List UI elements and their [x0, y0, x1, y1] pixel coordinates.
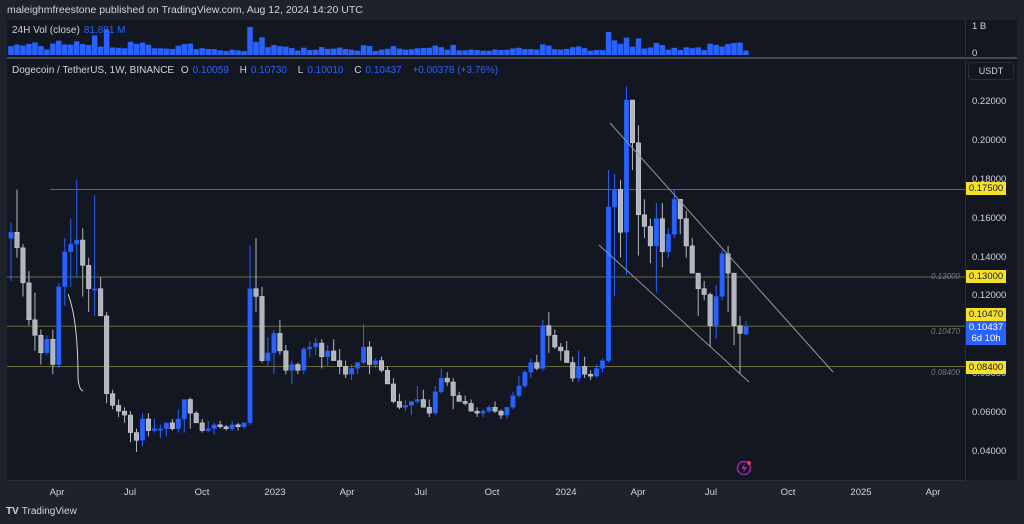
time-axis[interactable] — [7, 480, 965, 501]
level-label-01047: 0.10470 — [931, 327, 960, 336]
symbol-title[interactable]: Dogecoin / TetherUS, 1W, BINANCE — [12, 65, 175, 76]
publish-info: maleighmfreestone published on TradingVi… — [7, 4, 363, 16]
last-price-tag: 0.10437 6d 10h — [966, 321, 1006, 345]
time-tick: Apr — [630, 487, 646, 498]
time-tick: Jul — [123, 487, 137, 498]
currency-button[interactable]: USDT — [968, 62, 1014, 80]
time-tick: Jul — [414, 487, 428, 498]
time-tick: Apr — [339, 487, 355, 498]
time-tick: Oct — [194, 487, 210, 498]
symbol-legend[interactable]: Dogecoin / TetherUS, 1W, BINANCE O 0.1005… — [12, 65, 499, 76]
price-axis[interactable] — [965, 20, 1018, 480]
lightning-alert-icon — [736, 460, 752, 476]
price-tick: 0.22000 — [972, 96, 1007, 107]
time-tick: 2024 — [555, 487, 577, 498]
price-tick: 0.16000 — [972, 212, 1007, 224]
price-change: +0.00378 (+3.76%) — [412, 65, 499, 76]
level-tag-0084: 0.08400 — [966, 361, 1006, 374]
price-tick: 0.20000 — [972, 134, 1007, 146]
price-tick: 0.06000 — [972, 407, 1007, 419]
time-tick: 2023 — [264, 487, 286, 498]
level-label-013: 0.13000 — [931, 272, 960, 281]
time-tick: Jul — [704, 487, 718, 498]
price-tick: 0.12000 — [972, 290, 1007, 302]
level-tag-013: 0.13000 — [966, 270, 1006, 283]
price-tick: 0.04000 — [972, 446, 1007, 457]
tradingview-logo-icon: TV — [6, 506, 19, 517]
time-tick: Oct — [484, 487, 500, 498]
volume-axis-zero: 0 — [972, 48, 978, 59]
time-tick: Apr — [49, 487, 65, 498]
level-label-0084: 0.08400 — [931, 368, 960, 377]
time-tick: 2025 — [850, 487, 872, 498]
level-tag-01047: 0.10470 — [966, 308, 1006, 321]
volume-legend: 24H Vol (close) 81.881 M — [12, 25, 126, 36]
price-tick: 0.18000 — [972, 173, 1007, 185]
price-tick: 0.14000 — [972, 251, 1007, 263]
level-tag-0175: 0.17500 — [966, 182, 1006, 195]
tradingview-brand[interactable]: TV TradingView — [6, 506, 77, 517]
volume-axis-top: 1 B — [972, 21, 987, 32]
time-tick: Oct — [780, 487, 796, 498]
time-tick: Apr — [925, 487, 941, 498]
